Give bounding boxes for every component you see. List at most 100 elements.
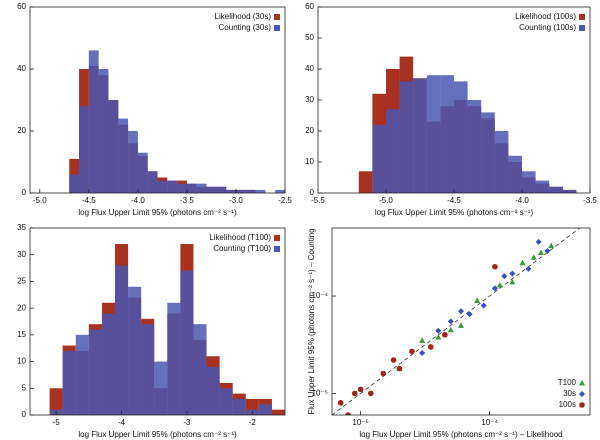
point	[351, 390, 358, 397]
bar	[128, 286, 142, 415]
bar	[79, 106, 89, 193]
point	[525, 265, 532, 272]
point	[428, 344, 434, 350]
bar	[508, 155, 522, 193]
bar	[186, 183, 197, 193]
legend-swatch	[274, 235, 280, 241]
point	[419, 350, 426, 357]
x-axis-label: log Flux Upper Limit 95% (photons cm⁻² s…	[359, 430, 562, 439]
bar	[154, 361, 168, 415]
point	[509, 270, 516, 277]
bar	[98, 69, 109, 193]
y-tick-label: 25	[17, 277, 26, 286]
y-tick-label: 0	[22, 410, 27, 419]
y-tick-label: 50	[305, 33, 314, 42]
y-tick-label: 0	[310, 188, 315, 197]
point	[537, 249, 544, 256]
bar	[141, 324, 155, 415]
bar	[101, 313, 115, 415]
bar	[167, 302, 181, 415]
bar	[275, 189, 285, 193]
x-tick-label: -3.0	[229, 196, 243, 205]
bar	[440, 75, 454, 193]
bar	[245, 189, 256, 193]
x-tick-label: -4	[118, 418, 126, 427]
x-tick-label: 10⁻⁴	[481, 418, 498, 427]
bar	[137, 152, 148, 193]
point	[491, 285, 498, 292]
plot-frame	[29, 227, 286, 416]
point	[337, 400, 344, 406]
point	[409, 348, 415, 355]
bar	[177, 183, 187, 193]
y-axis-label: Flux Upper Limit 95% (photons cm⁻² s⁻¹) …	[307, 228, 316, 414]
point	[492, 263, 498, 270]
point	[496, 281, 503, 288]
bar	[196, 183, 207, 193]
point	[519, 259, 526, 266]
point	[442, 331, 448, 338]
point	[419, 337, 426, 343]
bar	[413, 78, 427, 193]
y-tick-label: 40	[305, 64, 314, 73]
x-axis-label: log Flux Upper Limit 95% (photons cm⁻² s…	[78, 430, 237, 439]
bar	[226, 189, 236, 193]
legend-swatch	[579, 402, 585, 408]
y-tick-label: 20	[17, 303, 26, 312]
x-tick-label: -3.5	[180, 196, 194, 205]
bar	[535, 180, 550, 193]
bar	[147, 171, 158, 193]
legend-swatch	[274, 25, 280, 31]
bar	[216, 186, 227, 193]
legend-label: Counting (T100)	[213, 244, 271, 253]
point	[390, 357, 397, 363]
legend-swatch	[274, 14, 280, 20]
legend-swatch	[579, 25, 585, 31]
y-tick-label: 15	[17, 330, 26, 339]
bar	[115, 265, 129, 415]
point	[447, 326, 454, 333]
x-tick-label: -5.0	[33, 196, 47, 205]
plot-area	[49, 244, 285, 415]
bar	[157, 180, 168, 193]
legend-label: Likelihood (100s)	[515, 12, 576, 21]
bar	[108, 100, 119, 193]
point	[368, 390, 374, 397]
y-tick-label: 10	[17, 357, 26, 366]
x-tick-label: -3.5	[583, 196, 597, 205]
point	[530, 254, 537, 260]
x-tick-label: -5.5	[311, 196, 325, 205]
legend-label: Likelihood (30s)	[215, 12, 272, 21]
bar	[258, 404, 272, 415]
legend-label: 100s	[559, 400, 576, 409]
bar	[49, 388, 63, 415]
bar	[358, 171, 373, 193]
y-tick-label: 10⁻⁴	[311, 291, 328, 300]
panel: -5 -4 -3 -2 0 5 10 15 20 25 30 35 log Flux Upper Lim…	[17, 223, 286, 439]
legend-label: T100	[558, 378, 577, 387]
point	[480, 302, 487, 309]
x-tick-label: -4.0	[131, 196, 145, 205]
point	[535, 238, 542, 245]
x-tick-label: -3	[183, 418, 191, 427]
point	[466, 311, 473, 318]
x-axis-label: log Flux Upper Limit 95% (photons cm⁻² s…	[78, 208, 237, 217]
bar	[193, 324, 207, 415]
bar	[494, 131, 509, 193]
point	[458, 322, 464, 328]
bar	[454, 81, 468, 193]
y-tick-label: 10	[305, 157, 314, 166]
x-axis-label: log Flux Upper Limit 95% (photons cm⁻² s…	[375, 208, 534, 217]
identity-line	[332, 228, 581, 415]
bar	[271, 409, 285, 415]
legend-label: Counting (30s)	[219, 23, 272, 32]
plot-area	[358, 56, 577, 193]
x-tick-label: -4.0	[515, 196, 529, 205]
bar	[167, 180, 178, 193]
bar	[206, 186, 217, 193]
point	[435, 327, 442, 334]
x-tick-label: 10⁻⁵	[352, 418, 368, 427]
bar	[88, 50, 99, 193]
point	[501, 273, 508, 280]
